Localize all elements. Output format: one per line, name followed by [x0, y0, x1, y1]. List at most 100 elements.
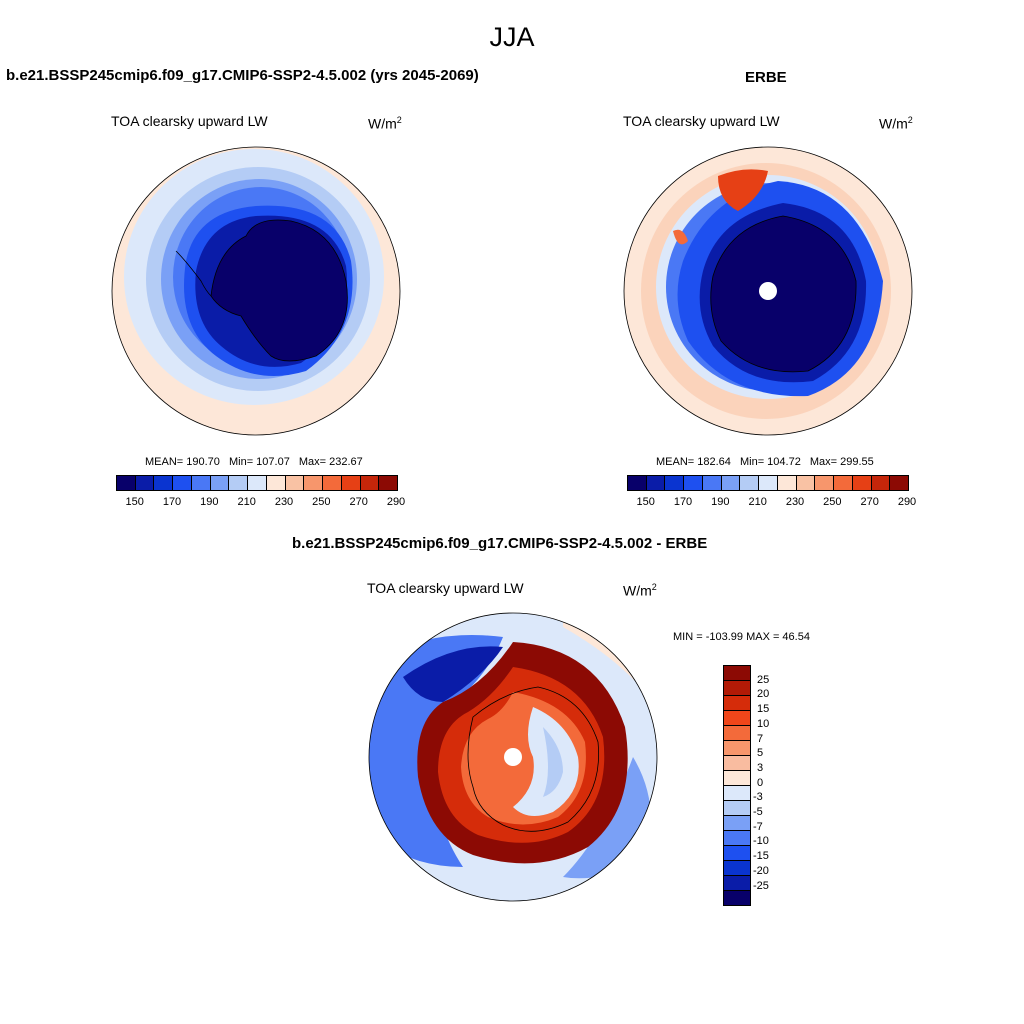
- obs-units-label: W/m2: [879, 115, 913, 132]
- diff-units-exp: 2: [651, 582, 657, 592]
- diff-colorbar: [723, 665, 751, 906]
- model-units-exp: 2: [396, 115, 402, 125]
- model-colorbar-swatch: [341, 476, 361, 490]
- diff-colorbar-swatch: [724, 696, 750, 711]
- diff-colorbar-tick-label: -25: [753, 879, 769, 892]
- obs-case-title: ERBE: [745, 69, 787, 86]
- figure-title: JJA: [489, 22, 535, 52]
- obs-colorbar-tick-label: 210: [748, 496, 767, 508]
- diff-map-light-blue-patch: [543, 727, 563, 797]
- diff-colorbar-swatch: [724, 816, 750, 831]
- diff-colorbar-swatch: [724, 771, 750, 786]
- obs-colorbar-swatch: [646, 476, 666, 490]
- model-colorbar-swatch: [173, 476, 192, 490]
- obs-colorbar-swatch: [815, 476, 835, 490]
- obs-stat-min: Min= 104.72: [739, 456, 801, 468]
- diff-colorbar-tick-label: 25: [757, 673, 770, 686]
- obs-colorbar-swatch: [702, 476, 722, 490]
- model-colorbar-swatch: [191, 476, 211, 490]
- diff-colorbar-tick-label: 15: [757, 703, 770, 716]
- diff-colorbar-tick-label: -20: [753, 864, 769, 877]
- obs-map-coastline: [710, 215, 857, 373]
- diff-colorbar-swatch: [724, 711, 750, 726]
- obs-map-hotspot-left: [673, 229, 688, 245]
- diff-colorbar-ticks: 25 20 15 10 7 5 3 0 -3 -5 -7 -10 -15 -20 -25: [753, 665, 797, 900]
- diff-units-base: W/m: [623, 582, 652, 599]
- diff-colorbar-swatch: [724, 801, 750, 816]
- obs-colorbar-swatch: [834, 476, 853, 490]
- diff-colorbar-swatch: [724, 756, 750, 771]
- obs-units-base: W/m: [879, 115, 908, 132]
- obs-colorbar-swatch: [684, 476, 703, 490]
- model-stat-min: Min= 107.07: [228, 456, 290, 468]
- obs-units-exp: 2: [907, 115, 913, 125]
- diff-colorbar-swatch: [724, 726, 750, 741]
- model-colorbar-swatch: [266, 476, 286, 490]
- diff-colorbar-swatch: [724, 831, 750, 846]
- model-colorbar-tick-label: 250: [312, 496, 331, 508]
- obs-colorbar: [627, 475, 909, 491]
- model-colorbar-swatch: [117, 476, 136, 490]
- obs-colorbar-tick-label: 290: [897, 496, 917, 508]
- obs-colorbar-swatch: [796, 476, 816, 490]
- obs-colorbar-tick-label: 190: [711, 496, 730, 508]
- obs-polar-map: [623, 146, 913, 436]
- model-colorbar-swatch: [285, 476, 305, 490]
- model-map-border: [111, 146, 401, 436]
- diff-map-blue-west: [369, 635, 503, 867]
- model-colorbar-tick-label: 170: [162, 496, 182, 508]
- obs-variable-label: TOA clearsky upward LW: [623, 113, 780, 129]
- diff-colorbar-tick-label: 3: [757, 761, 764, 774]
- model-colorbar-tick-label: 230: [274, 496, 294, 508]
- obs-colorbar-swatch: [759, 476, 778, 490]
- model-case-title: b.e21.BSSP245cmip6.f09_g17.CMIP6-SSP2-4.…: [6, 67, 479, 84]
- diff-colorbar-swatch: [724, 786, 750, 801]
- diff-map-pale-interior: [513, 707, 579, 816]
- obs-map-antarctica-inner: [710, 216, 857, 372]
- diff-colorbar-tick-label: 5: [757, 747, 764, 760]
- model-units-base: W/m: [368, 115, 397, 132]
- diff-colorbar-tick-label: 0: [757, 776, 764, 789]
- model-colorbar-swatch: [379, 476, 398, 490]
- diff-colorbar-swatch: [724, 666, 750, 681]
- model-colorbar-swatch: [304, 476, 324, 490]
- obs-colorbar-tick-label: 230: [785, 496, 805, 508]
- diff-polar-map: [368, 612, 658, 902]
- diff-colorbar-swatch: [724, 891, 750, 905]
- obs-stats: MEAN= 182.64 Min= 104.72 Max= 299.55: [656, 456, 880, 468]
- model-colorbar-tick-label: 210: [237, 496, 256, 508]
- diff-colorbar-tick-label: -10: [753, 835, 769, 848]
- model-colorbar-tick-label: 190: [200, 496, 219, 508]
- model-colorbar-tick-label: 270: [349, 496, 368, 508]
- obs-colorbar-swatch: [777, 476, 797, 490]
- model-map-antarctica-core: [211, 220, 348, 361]
- model-colorbar-swatch: [248, 476, 267, 490]
- obs-colorbar-swatch: [871, 476, 891, 490]
- model-map-coastline: [210, 219, 348, 362]
- model-colorbar-tick-label: 290: [386, 496, 406, 508]
- diff-colorbar-swatch: [724, 846, 750, 861]
- diff-colorbar-tick-label: 20: [757, 688, 770, 701]
- obs-stat-max: Max= 299.55: [809, 456, 874, 468]
- model-colorbar-tick-label: 150: [125, 496, 144, 508]
- diff-colorbar-tick-label: 7: [757, 732, 764, 745]
- diff-colorbar-tick-label: -15: [753, 850, 769, 863]
- diff-colorbar-tick-label: -7: [753, 820, 763, 833]
- obs-map-pole-hole: [759, 282, 777, 300]
- obs-colorbar-swatch: [852, 476, 872, 490]
- obs-colorbar-tick-label: 250: [823, 496, 842, 508]
- diff-map-coastline: [467, 686, 599, 832]
- model-units-label: W/m2: [368, 115, 402, 132]
- diff-map-border: [368, 612, 658, 902]
- obs-colorbar-swatch: [890, 476, 909, 490]
- model-variable-label: TOA clearsky upward LW: [111, 113, 268, 129]
- model-colorbar: [116, 475, 398, 491]
- model-polar-map: [111, 146, 401, 436]
- obs-map-border: [623, 146, 913, 436]
- diff-map-blue-deep-nw: [403, 646, 503, 702]
- obs-colorbar-tick-label: 270: [860, 496, 879, 508]
- model-colorbar-swatch: [210, 476, 230, 490]
- model-stats: MEAN= 190.70 Min= 107.07 Max= 232.67: [145, 456, 369, 468]
- diff-units-label: W/m2: [623, 582, 657, 599]
- obs-colorbar-ticks: 150 170 190 210 230 250 270 290: [627, 496, 916, 510]
